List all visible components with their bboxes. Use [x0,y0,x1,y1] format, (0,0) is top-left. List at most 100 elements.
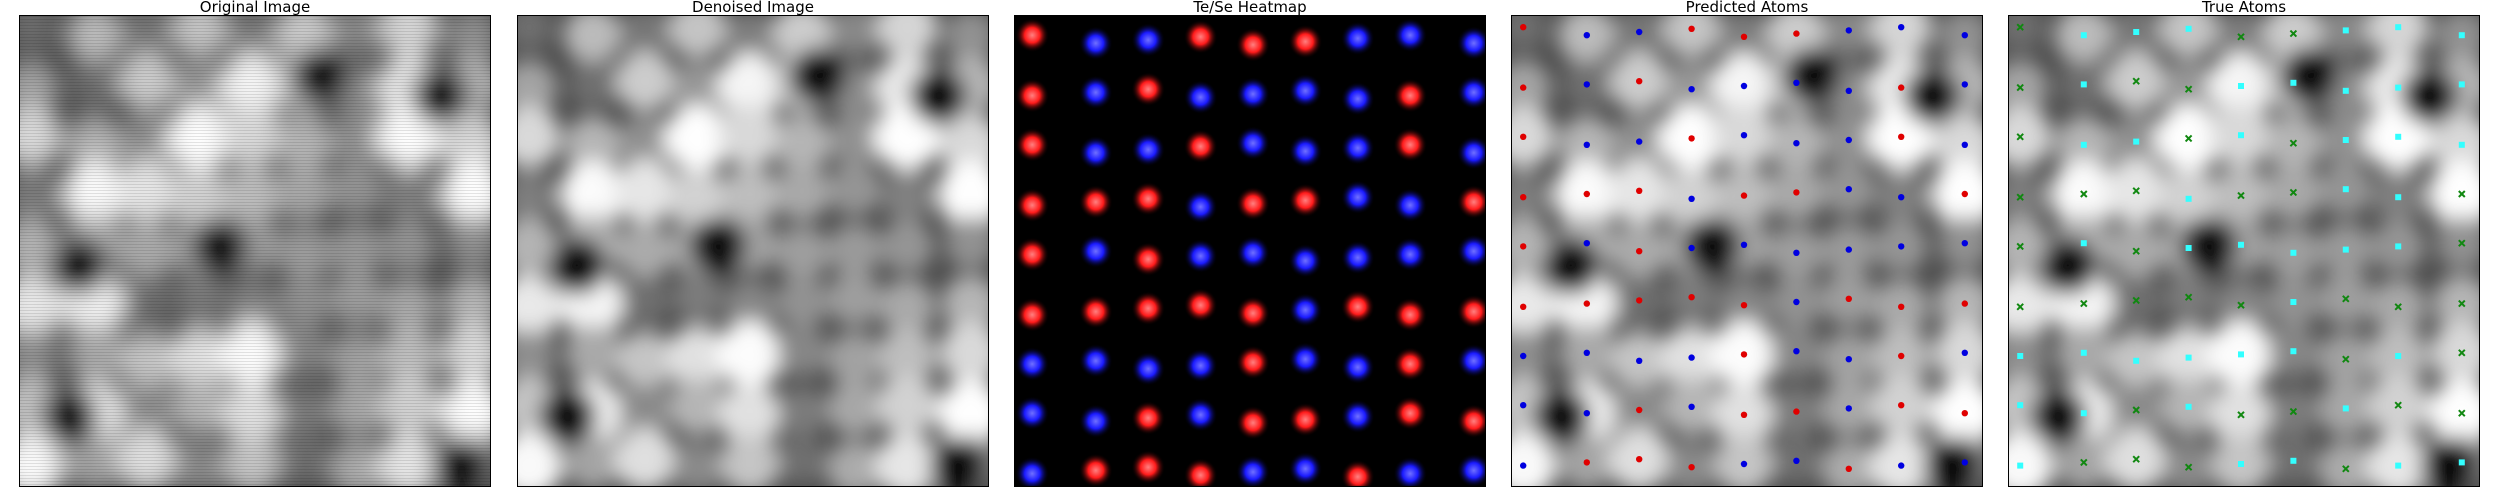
blob [1512,172,1549,223]
se-spot [1236,126,1270,161]
blob [167,325,232,390]
te-spot [1078,185,1113,219]
blob [880,219,934,274]
scan-line [20,70,490,71]
te-spot [1393,297,1428,332]
true-atom-square-marker [2185,195,2192,202]
predicted-se-marker [1961,81,1968,88]
predicted-se-marker [1520,402,1527,409]
blob [621,276,670,325]
blob [518,172,555,223]
blob [2427,160,2479,228]
predicted-te-marker [1740,411,1748,418]
blob [331,16,383,57]
scan-line [20,223,490,224]
se-spot [1288,134,1323,169]
se-spot [1078,234,1113,269]
blob [827,222,882,277]
te-spot [1078,294,1113,329]
blob [2432,274,2479,333]
se-spot [1340,240,1375,275]
se-spot [1236,77,1270,111]
scan-line [20,64,490,65]
te-spot [1183,129,1218,164]
blob [220,103,284,167]
blob [168,167,231,230]
blob [1820,440,1877,486]
blob [724,279,776,331]
true-atom-square-marker [2290,299,2297,305]
scan-line [20,322,490,323]
scan-line [20,163,490,164]
scan-line [20,376,490,377]
blob [218,52,286,120]
true-atom-square-marker [2458,81,2465,88]
blob [382,219,436,274]
dark-region [690,218,746,274]
dark-region [930,438,986,486]
true-atoms-panel: True Atoms [2008,0,2480,500]
blob [518,432,563,486]
heatmap-panel: Te/Se Heatmap [1014,0,1486,500]
true-atom-cross-marker [2458,299,2466,308]
true-atom-cross-marker [2184,293,2193,301]
se-spot [1183,348,1218,383]
predicted-se-marker [1793,298,1800,306]
predicted-se-marker [1793,140,1800,147]
predicted-te-marker [1740,33,1748,40]
true-atom-cross-marker [2016,83,2024,92]
blob [776,325,829,377]
true-atom-square-marker [2238,461,2244,467]
blob [165,104,234,173]
te-spot [1288,183,1323,218]
scan-line [20,469,490,470]
blob [330,162,384,216]
true-atom-cross-marker [2394,303,2402,311]
true-atom-square-marker [2238,241,2244,248]
blob [2104,427,2168,486]
blob [20,274,64,340]
blob [174,272,225,323]
predicted-te-marker [1520,84,1527,91]
predicted-se-marker [1583,81,1590,88]
scan-line [20,82,490,83]
predicted-se-marker [1520,462,1527,469]
scan-line [20,394,490,395]
te-spot [1236,186,1270,221]
se-spot [1131,23,1166,57]
blob [563,16,623,65]
true-atom-square-marker [2458,32,2465,39]
true-atom-square-marker [2185,25,2192,32]
blob [941,274,988,333]
blob [1661,16,1722,59]
predicted-se-marker [1688,86,1695,93]
scan-line [20,58,490,59]
true-atom-square-marker [2395,84,2402,91]
predicted-se-marker [1793,348,1800,355]
se-spot [1131,351,1166,386]
se-spot [1340,131,1375,165]
blob [123,276,172,325]
scan-line [20,451,490,452]
true-atom-square-marker [2080,32,2087,39]
scan-line [20,103,490,104]
blob [378,16,441,59]
te-spot [1015,127,1050,162]
blob [2009,217,2049,276]
te-spot [1131,291,1166,326]
predicted-se-marker [1636,138,1643,145]
te-spot [1131,181,1166,216]
predicted-te-marker [1898,84,1905,91]
te-spot [1236,345,1270,380]
blob [718,382,782,447]
blob [829,16,881,57]
true-atom-square-marker [2017,462,2024,469]
blob [1512,329,1550,383]
scan-line [20,388,490,389]
predicted-se-marker [1688,195,1695,202]
blob [666,167,729,230]
blob [617,223,674,280]
panel-title: Original Image [199,0,311,16]
blob [826,380,883,437]
scan-line [20,121,490,122]
